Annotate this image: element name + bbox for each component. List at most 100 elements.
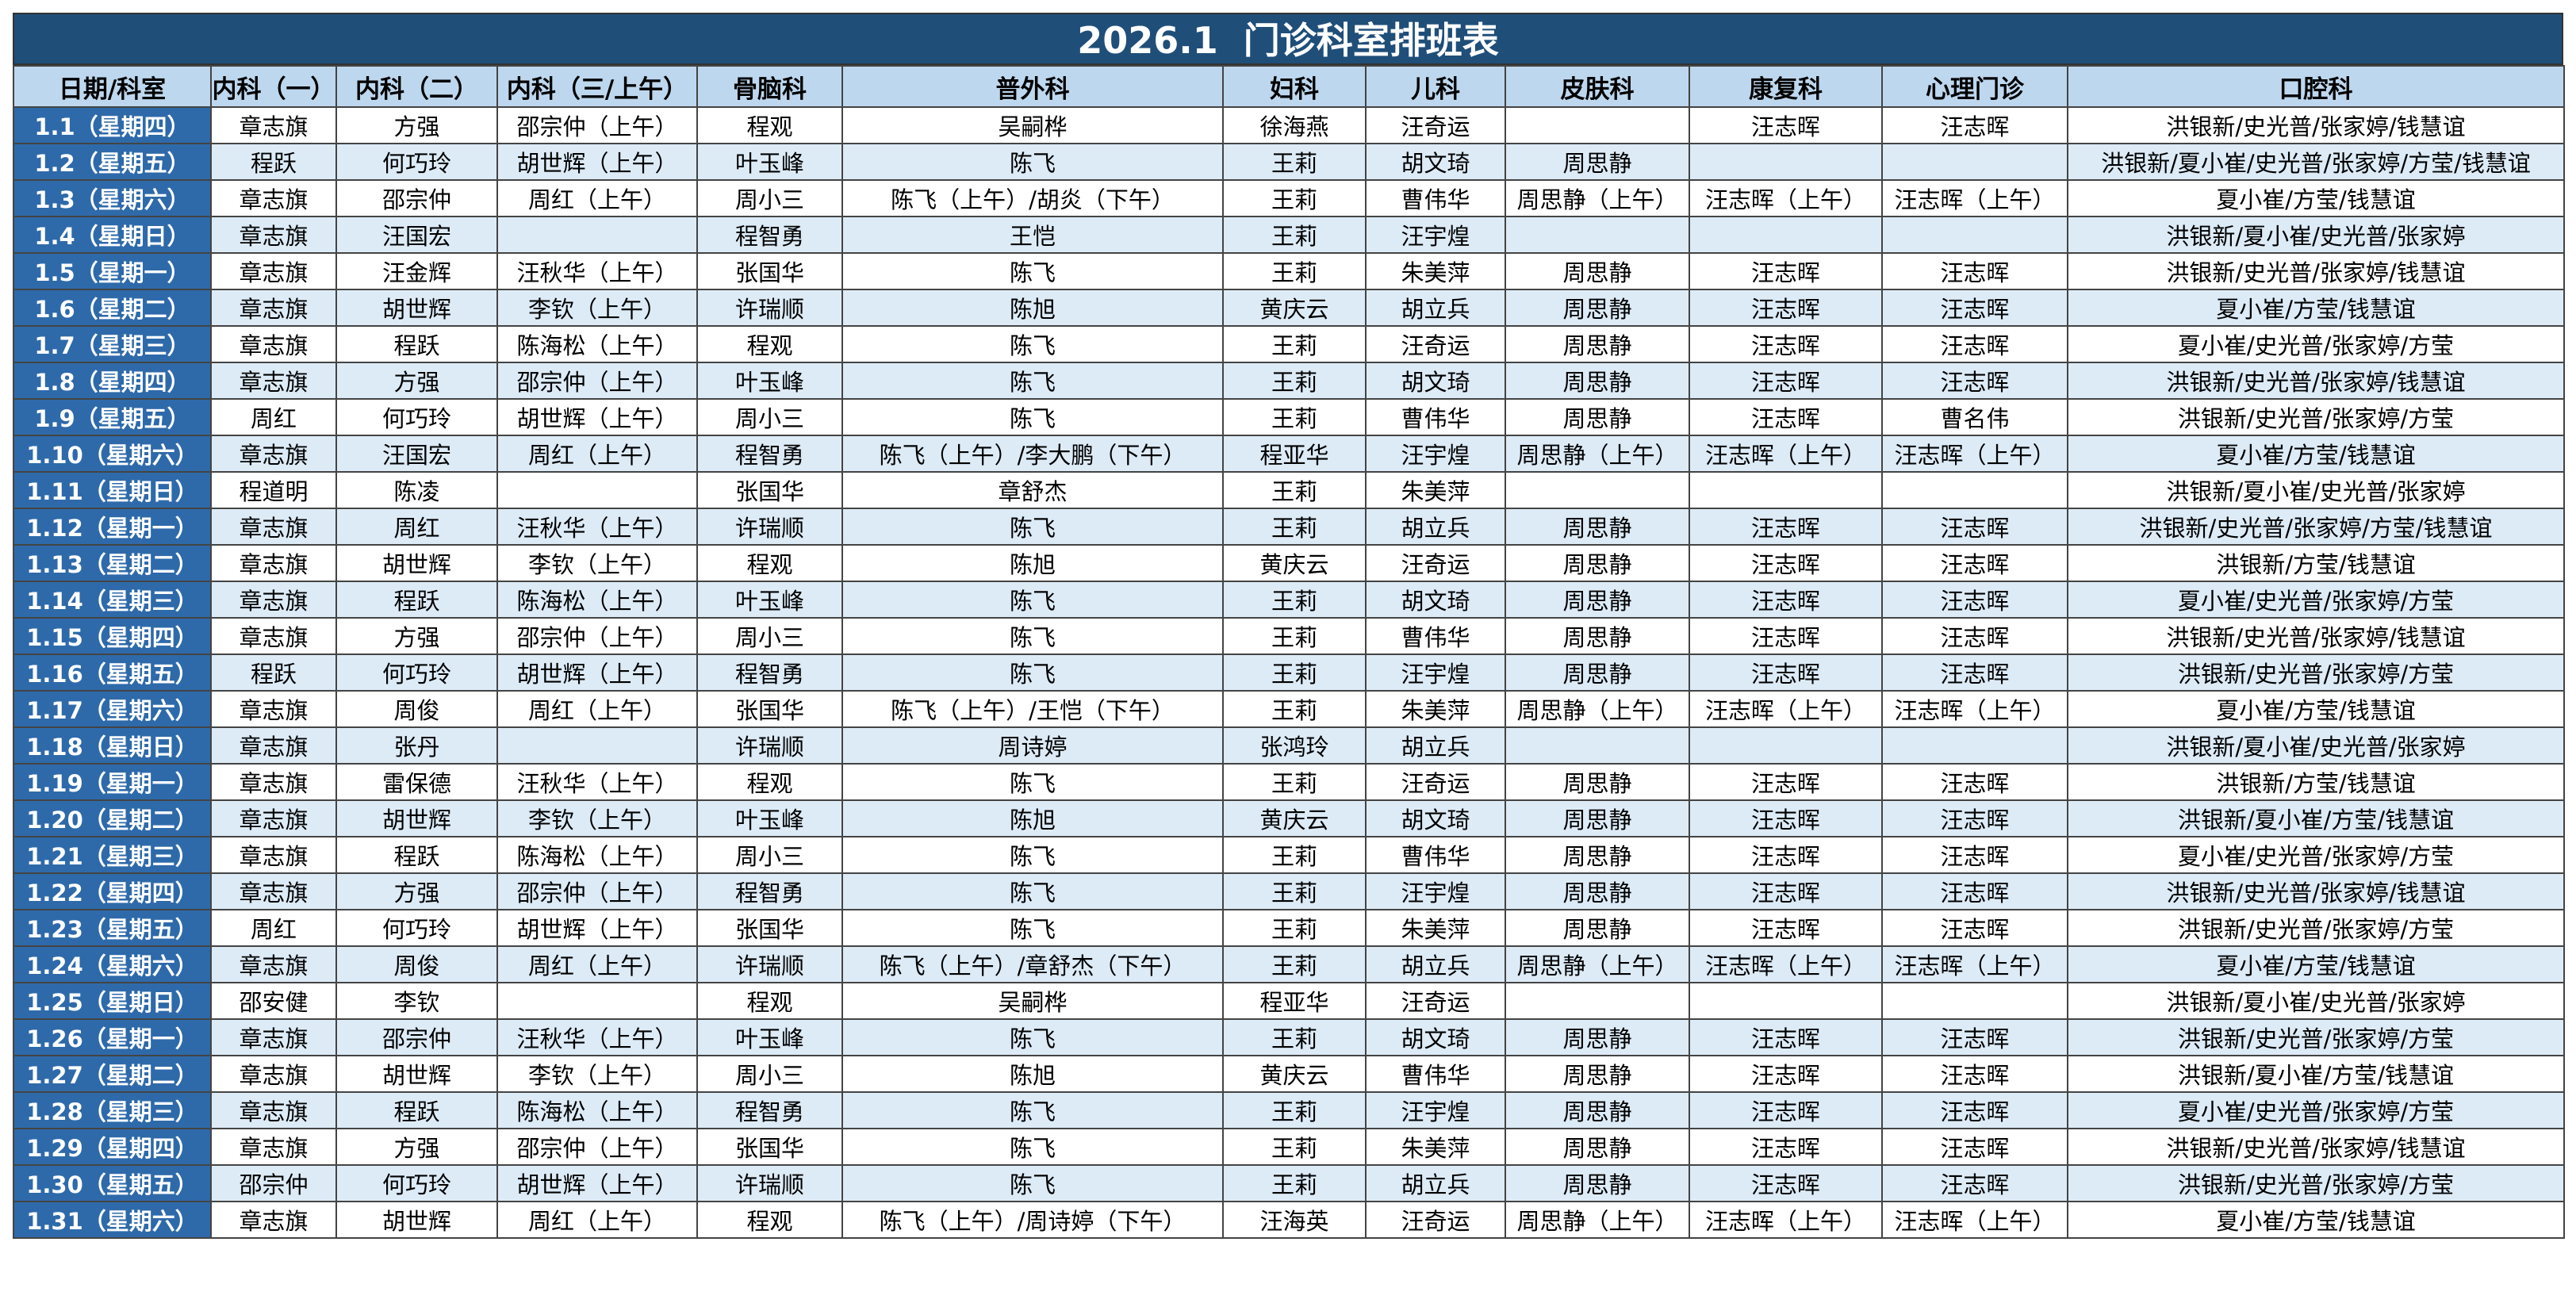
table-row: 1.27（星期二） 章志旗 胡世辉 李钦（上午） 周小三 陈旭 黄庆云 曹伟华 周思静 汪志晖 汪志… [13,1055,2565,1093]
schedule-cell: 周红（上午） [496,435,698,473]
schedule-cell: 汪国宏 [335,435,498,473]
schedule-cell: 曹名伟 [1881,398,2068,436]
table-row: 1.24（星期六） 章志旗 周俊 周红（上午） 许瑞顺 陈飞（上午）/章舒杰（下午） 王莉胡… [13,945,2565,983]
schedule-cell [1881,726,2068,765]
schedule-cell: 王莉 [1222,1128,1367,1166]
schedule-cell: 洪银新/夏小崔/史光普/张家婷 [2067,471,2565,509]
schedule-cell: 汪志晖 [1689,909,1883,947]
schedule-cell: 周红（上午） [496,945,698,983]
schedule-cell: 汪奇运 [1365,544,1506,582]
schedule-cell: 程道明 [210,471,337,509]
table-row: 1.2（星期五） 程跃 何巧玲 胡世辉（上午） 叶玉峰 陈飞 王莉 胡文琦 周思静 洪银新/夏小崔… [13,143,2565,181]
date-cell: 1.2（星期五） [13,143,212,181]
schedule-cell: 周思静 [1505,654,1690,692]
schedule-cell: 洪银新/夏小崔/史光普/张家婷 [2067,982,2565,1020]
schedule-cell: 夏小崔/史光普/张家婷/方莹 [2067,1091,2565,1129]
schedule-cell: 汪宇煌 [1365,1091,1506,1129]
table-row: 1.5（星期一） 章志旗 汪金辉 汪秋华（上午） 张国华 陈飞 王莉 朱美萍 周思静 汪志晖 汪志晖… [13,252,2565,290]
schedule-cell: 周小三 [696,836,843,874]
date-cell: 1.19（星期一） [13,763,212,801]
schedule-cell: 邵宗仲（上午） [496,872,698,910]
schedule-cell: 洪银新/夏小崔/史光普/张家婷/方莹/钱慧谊 [2067,143,2565,181]
schedule-cell: 程亚华 [1222,982,1367,1020]
schedule-cell: 王莉 [1222,763,1367,801]
table-row: 1.4（星期日） 章志旗 汪国宏 程智勇 王恺 王莉 汪宇煌 洪银新/夏小崔/史光普/张家婷 [13,216,2565,254]
schedule-cell: 周思静 [1505,362,1690,400]
schedule-cell: 夏小崔/方莹/钱慧谊 [2067,289,2565,327]
schedule-cell: 汪志晖（上午） [1689,1201,1883,1239]
header-cell: 儿科 [1365,65,1506,108]
schedule-sheet: 2026.1 门诊科室排班表 日期/科室 内科（一） 内科（二） 内科（三/上午） 骨脑… [13,13,2565,1239]
schedule-cell: 陈飞 [841,508,1224,546]
date-cell: 1.15（星期四） [13,617,212,655]
schedule-cell: 周思静 [1505,252,1690,290]
header-cell: 口腔科 [2067,65,2565,108]
schedule-cell: 王莉 [1222,179,1367,217]
schedule-cell: 汪志晖 [1689,508,1883,546]
schedule-cell: 周思静 [1505,763,1690,801]
date-cell: 1.23（星期五） [13,909,212,947]
schedule-cell: 陈海松（上午） [496,1091,698,1129]
table-row: 1.3（星期六） 章志旗 邵宗仲 周红（上午） 周小三 陈飞（上午）/胡炎（下午） 王莉 曹伟… [13,179,2565,217]
date-cell: 1.13（星期二） [13,544,212,582]
table-row: 1.12（星期一） 章志旗 周红 汪秋华（上午） 许瑞顺 陈飞 王莉 胡立兵 周思静 汪志晖 汪志晖… [13,508,2565,546]
date-cell: 1.25（星期日） [13,982,212,1020]
header-cell: 内科（一） [210,65,337,108]
schedule-cell: 章志旗 [210,690,337,728]
schedule-cell: 徐海燕 [1222,106,1367,144]
schedule-cell: 周红（上午） [496,1201,698,1239]
schedule-cell: 周思静（上午） [1505,945,1690,983]
schedule-cell: 汪志晖（上午） [1881,690,2068,728]
schedule-cell: 汪志晖 [1689,1055,1883,1093]
schedule-cell: 汪志晖 [1689,799,1883,837]
schedule-cell: 胡世辉 [335,799,498,837]
schedule-cell: 王莉 [1222,1091,1367,1129]
schedule-cell: 章志旗 [210,945,337,983]
schedule-cell: 陈飞（上午）/李大鹏（下午） [841,435,1224,473]
schedule-cell: 洪银新/史光普/张家婷/方莹 [2067,909,2565,947]
schedule-cell: 周思静 [1505,581,1690,619]
schedule-cell: 何巧玲 [335,398,498,436]
schedule-cell: 胡世辉（上午） [496,654,698,692]
schedule-cell: 汪国宏 [335,216,498,254]
schedule-cell: 洪银新/夏小崔/方莹/钱慧谊 [2067,799,2565,837]
date-cell: 1.7（星期三） [13,325,212,363]
schedule-cell: 汪奇运 [1365,325,1506,363]
schedule-cell [1689,471,1883,509]
schedule-cell: 邵安健 [210,982,337,1020]
schedule-cell: 程智勇 [696,872,843,910]
schedule-cell: 张国华 [696,909,843,947]
table-row: 1.29（星期四） 章志旗 方强 邵宗仲（上午） 张国华 陈飞 王莉 朱美萍 周思静 汪志晖 汪志晖… [13,1128,2565,1166]
table-row: 1.19（星期一） 章志旗 雷保德 汪秋华（上午） 程观 陈飞 王莉 汪奇运 周思静 汪志晖 汪志晖… [13,763,2565,801]
schedule-cell: 王莉 [1222,581,1367,619]
schedule-cell: 许瑞顺 [696,1164,843,1202]
schedule-cell: 陈飞 [841,143,1224,181]
date-cell: 1.17（星期六） [13,690,212,728]
schedule-cell [1881,216,2068,254]
schedule-cell: 叶玉峰 [696,362,843,400]
schedule-cell: 汪志晖 [1881,106,2068,144]
schedule-cell: 周诗婷 [841,726,1224,765]
schedule-cell: 程跃 [210,654,337,692]
schedule-table: 日期/科室 内科（一） 内科（二） 内科（三/上午） 骨脑科 普外科 妇科 儿科 皮肤科 康复科心… [13,65,2565,1239]
schedule-cell: 胡世辉 [335,544,498,582]
schedule-cell: 周思静 [1505,872,1690,910]
schedule-cell: 汪志晖 [1689,1164,1883,1202]
schedule-cell: 邵宗仲（上午） [496,362,698,400]
header-cell: 妇科 [1222,65,1367,108]
schedule-cell: 夏小崔/史光普/张家婷/方莹 [2067,581,2565,619]
schedule-cell: 陈旭 [841,799,1224,837]
table-row: 1.18（星期日） 章志旗 张丹 许瑞顺 周诗婷 张鸿玲 胡立兵 洪银新/夏小崔/史光普/张家… [13,726,2565,765]
schedule-cell: 汪志晖（上午） [1689,435,1883,473]
table-row: 1.28（星期三） 章志旗 程跃 陈海松（上午） 程智勇 陈飞 王莉 汪宇煌 周思静 汪志晖 汪志晖… [13,1091,2565,1129]
schedule-cell [496,216,698,254]
table-row: 1.9（星期五） 周红 何巧玲 胡世辉（上午） 周小三 陈飞 王莉 曹伟华 周思静 汪志晖 曹名伟洪… [13,398,2565,436]
schedule-cell: 黄庆云 [1222,289,1367,327]
schedule-cell: 陈飞 [841,581,1224,619]
schedule-cell: 叶玉峰 [696,799,843,837]
sheet-title: 2026.1 门诊科室排班表 [13,13,2563,65]
schedule-cell: 章志旗 [210,836,337,874]
date-cell: 1.12（星期一） [13,508,212,546]
schedule-cell: 胡立兵 [1365,726,1506,765]
schedule-cell: 许瑞顺 [696,726,843,765]
